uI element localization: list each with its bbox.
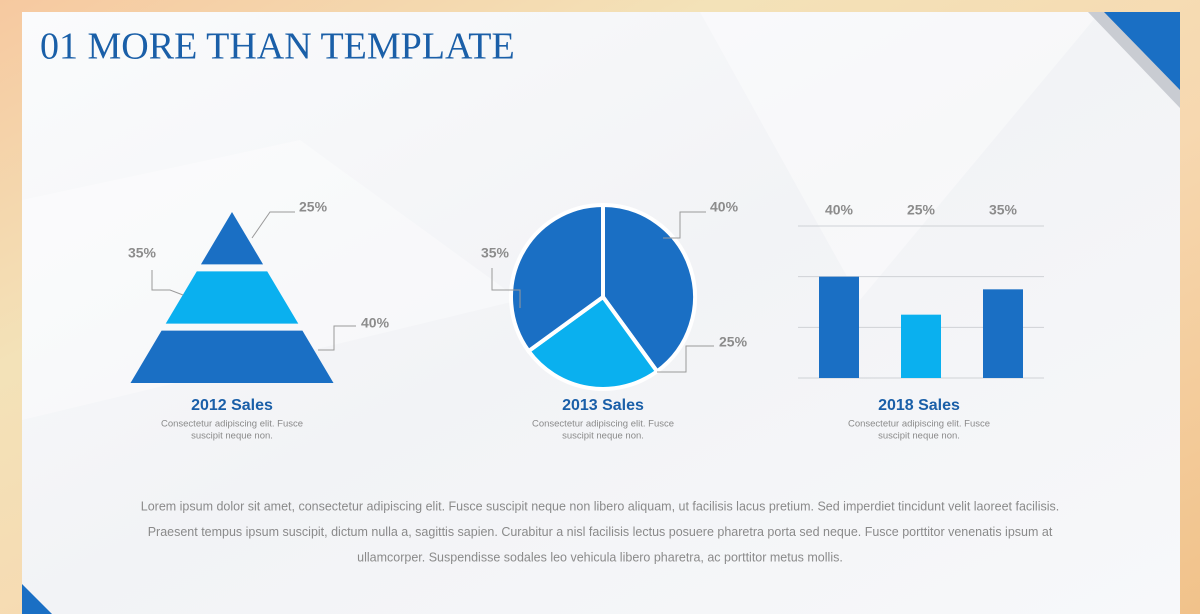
value-label: 35%	[989, 202, 1018, 218]
leader-line	[663, 211, 706, 239]
bar	[819, 276, 859, 378]
chart-title: 2012 Sales	[191, 397, 273, 414]
value-label: 25%	[299, 199, 328, 215]
bar	[983, 289, 1023, 378]
corner	[22, 584, 52, 614]
corner	[1104, 12, 1180, 90]
pie-slice	[525, 294, 660, 391]
value-label: 35%	[128, 245, 157, 261]
body-text: Lorem ipsum dolor sit amet, consectetur …	[141, 499, 1059, 513]
pie-slice	[509, 202, 605, 354]
chart-caption: suscipit neque non.	[878, 431, 960, 442]
slide-title: 01 MORE THAN TEMPLATE	[40, 26, 515, 68]
pyramid-layer	[200, 212, 264, 265]
value-label: 40%	[361, 315, 390, 331]
leader-line	[491, 268, 521, 308]
value-label: 25%	[907, 202, 936, 218]
pyramid-layer	[165, 271, 299, 324]
chart-caption: Consectetur adipiscing elit. Fusce	[532, 419, 674, 430]
value-label: 25%	[719, 334, 748, 350]
chart-caption: suscipit neque non.	[562, 431, 644, 442]
chart-caption: suscipit neque non.	[191, 431, 273, 442]
leader-line	[657, 345, 714, 373]
value-label: 40%	[825, 202, 854, 218]
chart-title: 2013 Sales	[562, 397, 644, 414]
bar	[901, 314, 941, 378]
body-text: Praesent tempus ipsum suscipit, dictum n…	[148, 525, 1053, 539]
chart-title: 2018 Sales	[878, 397, 960, 414]
chart-caption: Consectetur adipiscing elit. Fusce	[848, 419, 990, 430]
leader-line	[318, 325, 356, 351]
pyramid-layer	[130, 330, 334, 383]
leader-line	[151, 270, 184, 296]
value-label: 35%	[481, 245, 510, 261]
leader-line	[251, 211, 295, 239]
value-label: 40%	[710, 199, 739, 215]
facet	[700, 12, 1100, 300]
pie-slice	[601, 202, 697, 375]
body-text: ullamcorper. Suspendisse sodales leo veh…	[357, 550, 843, 564]
chart-caption: Consectetur adipiscing elit. Fusce	[161, 419, 303, 430]
